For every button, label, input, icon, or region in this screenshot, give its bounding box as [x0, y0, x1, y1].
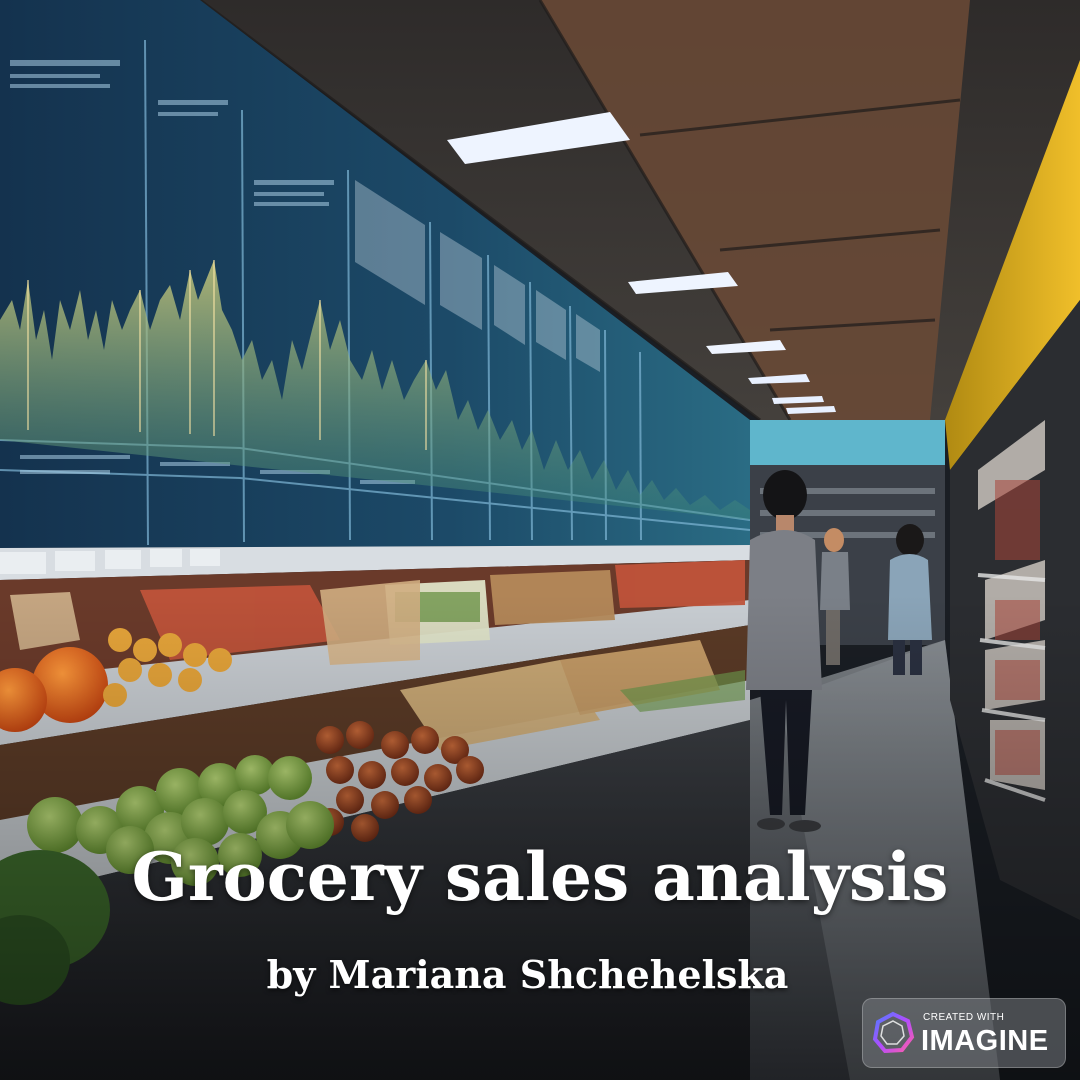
created-with-imagine-badge: CREATED WITH IMAGINE — [862, 998, 1066, 1068]
badge-brand: IMAGINE — [921, 1025, 1049, 1057]
imagine-logo-icon — [872, 1011, 915, 1054]
badge-caption: CREATED WITH — [923, 1012, 1005, 1023]
author-byline: by Mariana Shchehelska — [266, 952, 789, 997]
poster-title: Grocery sales analysis — [131, 838, 949, 916]
